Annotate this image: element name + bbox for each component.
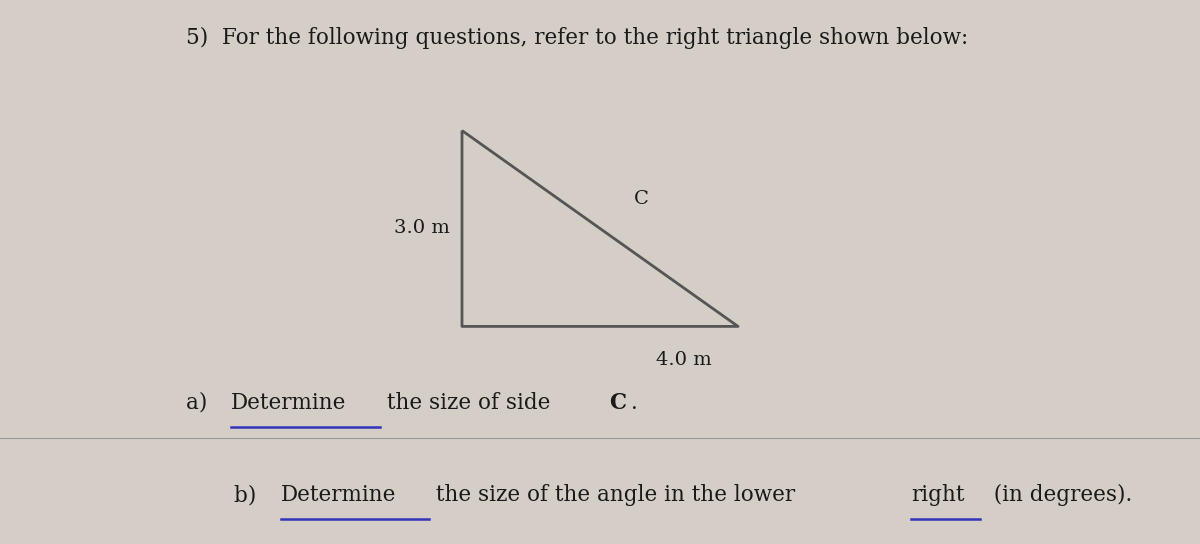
Text: Determine: Determine: [281, 484, 396, 506]
Text: (in degrees).: (in degrees).: [980, 484, 1132, 506]
Text: the size of the angle in the lower: the size of the angle in the lower: [430, 484, 803, 506]
Text: a): a): [186, 392, 221, 413]
Text: C: C: [634, 189, 648, 208]
Text: .: .: [631, 392, 637, 413]
Text: 4.0 m: 4.0 m: [656, 351, 712, 369]
Text: Determine: Determine: [232, 392, 347, 413]
Text: 5)  For the following questions, refer to the right triangle shown below:: 5) For the following questions, refer to…: [186, 27, 968, 50]
Text: right: right: [911, 484, 965, 506]
Text: 3.0 m: 3.0 m: [394, 219, 450, 238]
Text: b): b): [234, 484, 270, 506]
Text: C: C: [608, 392, 626, 413]
Text: the size of side: the size of side: [380, 392, 558, 413]
